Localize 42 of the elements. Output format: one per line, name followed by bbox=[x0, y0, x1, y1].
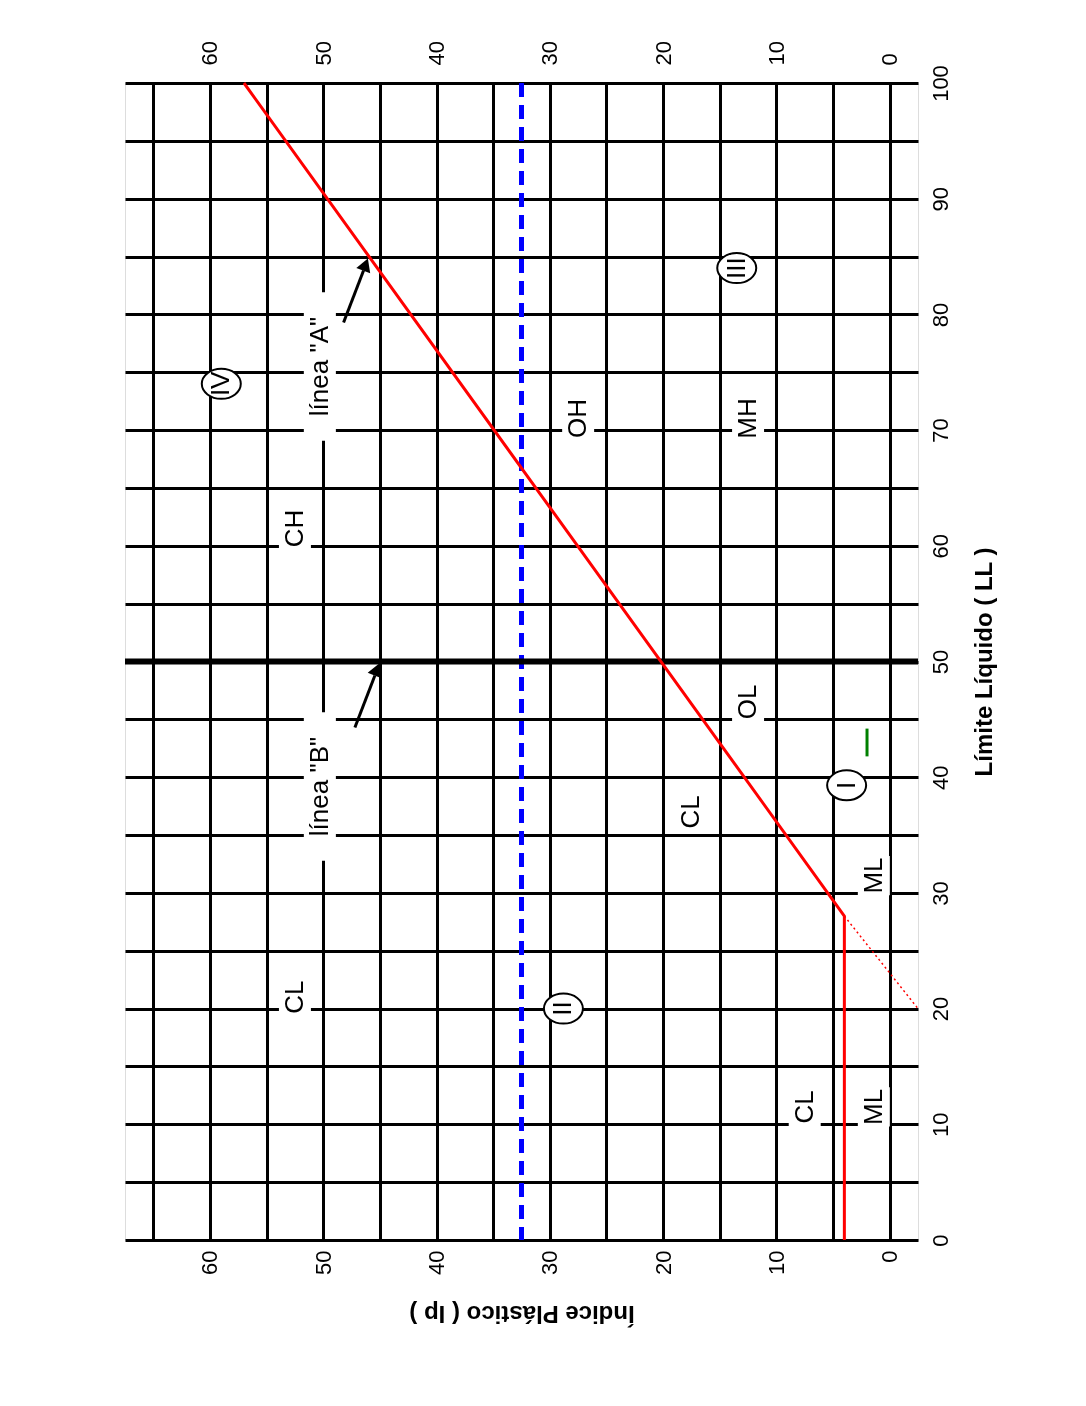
annotation: OH bbox=[562, 399, 593, 439]
annotation: CH bbox=[278, 509, 309, 548]
x-tick-label: 50 bbox=[310, 1250, 336, 1275]
y-tick-label: 40 bbox=[927, 765, 953, 790]
x-tick-label: 10 bbox=[763, 1250, 789, 1275]
annotation: CL bbox=[278, 980, 309, 1014]
annotation: OL bbox=[732, 684, 763, 720]
annotation: CL bbox=[675, 795, 706, 829]
annotation: MH bbox=[732, 398, 763, 439]
x2-tick-label: 40 bbox=[424, 41, 450, 66]
y-tick-label: 30 bbox=[927, 881, 953, 906]
annotation: ML bbox=[857, 857, 888, 894]
y-tick-label: 50 bbox=[927, 649, 953, 675]
annotation: I bbox=[830, 781, 861, 789]
x-tick-label: 0 bbox=[877, 1250, 903, 1263]
x2-tick-label: 0 bbox=[877, 53, 903, 66]
y-axis-title: Límite Líquido ( LL ) bbox=[969, 547, 997, 777]
x2-tick-label: 10 bbox=[763, 41, 789, 66]
ref-line-label: línea "B" bbox=[303, 736, 334, 837]
x2-tick-label: 20 bbox=[650, 41, 676, 66]
annotation: III bbox=[720, 257, 751, 279]
y-tick-label: 60 bbox=[927, 534, 953, 559]
y-tick-label: 70 bbox=[927, 418, 953, 443]
annotation: ML bbox=[857, 1088, 888, 1126]
annotation: IV bbox=[205, 370, 236, 397]
y-tick-label: 100 bbox=[927, 65, 953, 102]
x-tick-label: 30 bbox=[537, 1250, 563, 1275]
y-tick-label: 0 bbox=[927, 1234, 953, 1247]
y-tick-label: 80 bbox=[927, 302, 953, 328]
y-tick-label: 10 bbox=[927, 1112, 953, 1138]
x2-tick-label: 50 bbox=[310, 41, 336, 66]
x2-tick-label: 60 bbox=[197, 41, 223, 66]
y-tick-label: 20 bbox=[927, 996, 953, 1022]
x-tick-label: 60 bbox=[197, 1250, 223, 1275]
x-axis-title: Índice Plástico ( Ip ) bbox=[409, 1300, 635, 1328]
x-tick-label: 40 bbox=[424, 1250, 450, 1275]
x-tick-label: 20 bbox=[650, 1250, 676, 1275]
y-tick-label: 90 bbox=[927, 186, 953, 212]
annotation: II bbox=[547, 1001, 578, 1016]
x2-tick-label: 30 bbox=[537, 41, 563, 66]
annotation: línea "A" bbox=[303, 316, 334, 417]
annotation: CL bbox=[788, 1090, 819, 1124]
